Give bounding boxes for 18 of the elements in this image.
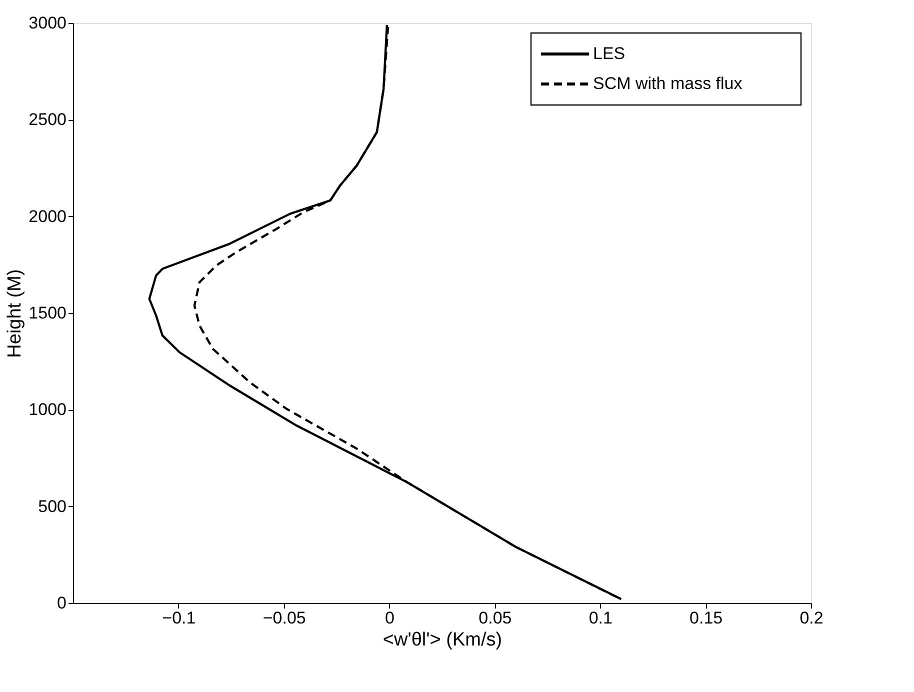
x-tick-label: 0.15 — [690, 608, 723, 628]
x-axis-title: <w'θl'> (Km/s) — [382, 630, 502, 650]
legend-label: LES — [593, 44, 626, 63]
y-axis-title: Height (M) — [4, 269, 26, 358]
legend-label: SCM with mass flux — [593, 74, 743, 93]
y-tick-label: 500 — [38, 496, 66, 516]
x-tick-label: −0.1 — [162, 608, 196, 628]
x-tick-label: 0.05 — [478, 608, 512, 628]
x-tick-label: −0.05 — [262, 608, 306, 628]
y-tick-label: 1500 — [28, 304, 66, 322]
y-tick-label: 2500 — [28, 110, 66, 130]
y-tick-label: 0 — [57, 594, 66, 612]
x-tick-label: 0 — [385, 608, 395, 628]
x-tick-label: 0.1 — [588, 608, 612, 628]
x-tick-label: 0.2 — [800, 608, 824, 628]
y-tick-label: 3000 — [28, 14, 66, 32]
y-tick-label: 2000 — [28, 206, 66, 226]
y-tick-label: 1000 — [28, 400, 66, 420]
